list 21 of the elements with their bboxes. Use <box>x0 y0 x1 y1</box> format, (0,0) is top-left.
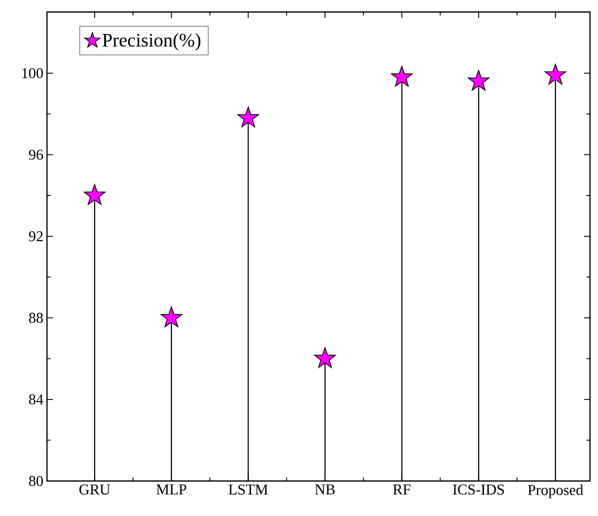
point <box>314 347 336 368</box>
point <box>544 64 566 85</box>
legend-label: Precision(%) <box>102 33 200 50</box>
y-tick-label: 80 <box>29 476 43 486</box>
x-tick-label: MLP <box>156 484 186 494</box>
y-tick-label: 84 <box>29 394 44 404</box>
x-tick-label: RF <box>393 484 410 494</box>
x-tick-label: NB <box>315 484 335 494</box>
x-tick-label: GRU <box>79 484 110 495</box>
point <box>237 106 260 128</box>
y-tick-label: 100 <box>22 68 43 78</box>
y-tick-label: 96 <box>28 150 44 160</box>
x-tick-label: ICS-IDS <box>452 484 504 495</box>
point <box>84 184 106 205</box>
y-tick-label: 88 <box>29 312 43 323</box>
point <box>468 70 490 91</box>
point <box>160 306 182 328</box>
x-tick-label: Proposed <box>528 484 584 498</box>
x-tick-label: LSTM <box>228 484 268 495</box>
point <box>390 66 413 87</box>
y-tick-label: 92 <box>28 231 43 242</box>
